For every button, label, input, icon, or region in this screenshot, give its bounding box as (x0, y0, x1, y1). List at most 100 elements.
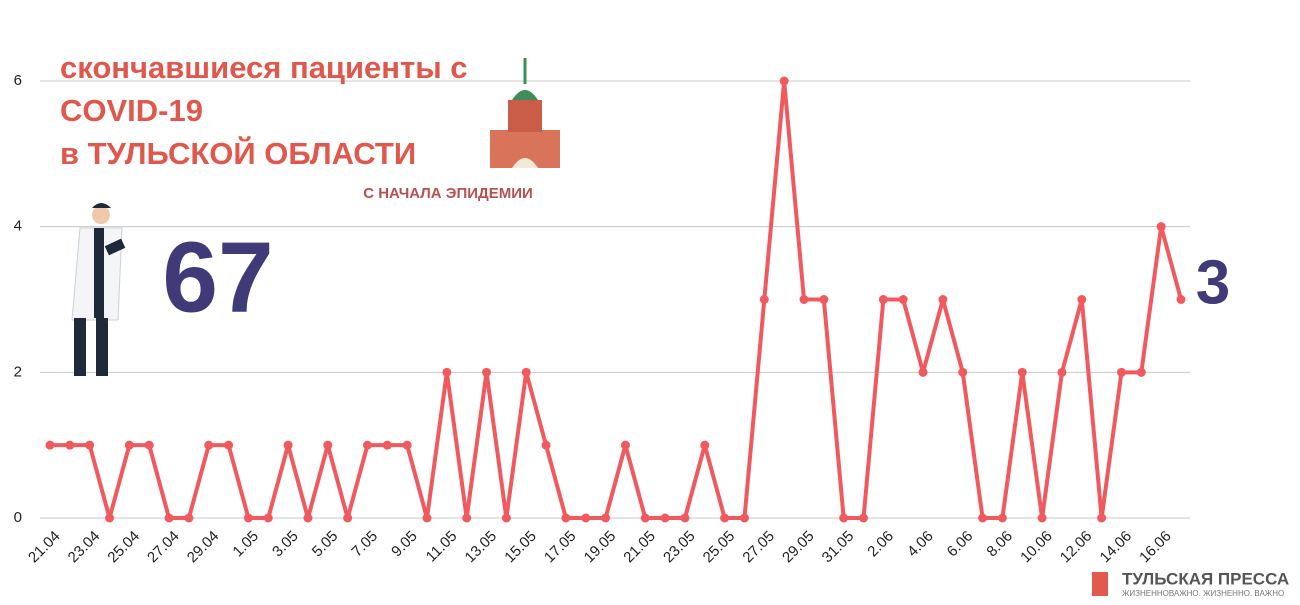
marker (978, 513, 988, 523)
x-tick-label: 10.06 (1017, 528, 1056, 567)
marker (204, 440, 214, 450)
logo-icon (1092, 572, 1108, 596)
marker (422, 513, 432, 523)
marker (482, 367, 492, 377)
logo-name: ТУЛЬСКАЯ ПРЕССА (1122, 569, 1289, 588)
x-tick-label: 9.05 (388, 528, 421, 561)
marker (997, 513, 1007, 523)
marker (640, 513, 650, 523)
marker (938, 295, 948, 304)
total-number: 67 (162, 221, 273, 333)
x-tick-label: 21.05 (620, 528, 659, 567)
marker (1037, 513, 1047, 523)
marker (620, 440, 630, 450)
marker (45, 440, 55, 450)
marker (1136, 367, 1146, 377)
marker (263, 513, 273, 523)
title-line: COVID-19 (60, 93, 203, 128)
x-tick-label: 6.06 (944, 528, 977, 561)
x-tick-label: 27.05 (739, 528, 778, 567)
marker (224, 440, 234, 450)
x-tick-label: 25.04 (104, 528, 143, 567)
y-tick-label: 4 (14, 218, 22, 235)
x-tick-label: 23.05 (660, 528, 699, 567)
marker (442, 367, 452, 377)
x-tick-label: 11.05 (423, 528, 461, 566)
x-tick-label: 25.05 (700, 528, 739, 567)
x-tick-label: 2.06 (864, 528, 897, 561)
doctor-illustration (71, 203, 126, 376)
title: скончавшиеся пациенты с COVID-19 в ТУЛЬСКО… (60, 50, 468, 171)
marker (541, 440, 551, 450)
marker (1017, 367, 1027, 377)
marker (779, 76, 789, 86)
marker (382, 440, 392, 450)
x-tick-label: 1.05 (229, 528, 262, 561)
marker (859, 513, 869, 523)
marker (124, 440, 134, 450)
x-tick-label: 16.06 (1136, 528, 1175, 567)
marker (561, 513, 571, 523)
logo-slogan: ЖИЗНЕННОВАЖНО. ЖИЗНЕННО. ВАЖНО (1122, 589, 1284, 598)
y-tick-label: 0 (14, 509, 22, 526)
marker (144, 440, 154, 450)
marker (85, 440, 95, 450)
x-tick-label: 19.05 (581, 528, 620, 567)
marker (184, 513, 194, 523)
title-line: в ТУЛЬСКОЙ ОБЛАСТИ (60, 135, 416, 171)
marker (65, 440, 75, 450)
title-line: скончавшиеся пациенты с (60, 50, 468, 85)
latest-number: 3 (1196, 248, 1230, 317)
marker (680, 513, 690, 523)
x-tick-label: 31.05 (819, 528, 858, 567)
x-tick-label: 15.05 (501, 528, 540, 567)
marker (1057, 367, 1067, 377)
marker (303, 513, 313, 523)
x-tick-label: 5.05 (309, 528, 342, 561)
x-tick-label: 14.06 (1097, 528, 1136, 567)
marker (660, 513, 670, 523)
marker (1156, 222, 1166, 232)
marker (918, 367, 928, 377)
marker (521, 367, 531, 377)
line (50, 79, 1183, 520)
marker (1097, 513, 1107, 523)
marker (501, 513, 511, 523)
marker (402, 440, 412, 450)
x-tick-label: 12.06 (1057, 528, 1096, 567)
marker (362, 440, 372, 450)
x-tick-label: 7.05 (348, 528, 381, 561)
marker (164, 513, 174, 523)
x-tick-label: 21.04 (25, 528, 64, 567)
y-tick-label: 6 (14, 72, 22, 89)
subtitle: С НАЧАЛА ЭПИДЕМИИ (363, 185, 533, 202)
x-tick-label: 29.04 (184, 528, 223, 567)
kremlin-illustration (490, 58, 560, 168)
marker (759, 295, 769, 304)
marker (105, 513, 115, 523)
x-tick-label: 4.06 (904, 528, 937, 561)
marker (819, 295, 829, 304)
marker (720, 513, 730, 523)
x-tick-label: 29.05 (779, 528, 818, 567)
marker (739, 513, 749, 523)
marker (601, 513, 611, 523)
marker (839, 513, 849, 523)
marker (1116, 367, 1126, 377)
marker (878, 295, 888, 304)
marker (799, 295, 809, 304)
x-tick-label: 8.06 (983, 528, 1016, 561)
x-tick-label: 27.04 (144, 528, 183, 567)
plot (45, 76, 1186, 523)
marker (462, 513, 472, 523)
marker (1077, 295, 1087, 304)
x-tick-label: 13.05 (462, 528, 501, 567)
x-tick-label: 17.05 (541, 528, 580, 567)
marker (700, 440, 710, 450)
marker (343, 513, 353, 523)
marker (243, 513, 253, 523)
marker (323, 440, 333, 450)
marker (283, 440, 293, 450)
x-tick-label: 3.05 (269, 528, 302, 561)
